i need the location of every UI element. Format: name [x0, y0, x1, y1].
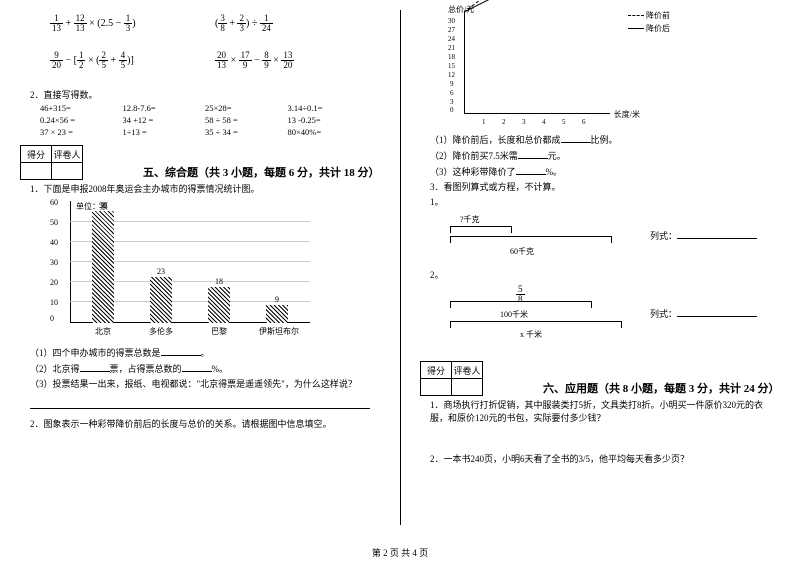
r-q2: （2）降价前买7.5米需元。 [430, 148, 780, 162]
sec5-q1-2: （2）北京得票，占得票总数的%。 [30, 361, 380, 375]
expr-2b: 2013 × 179 − 89 × 1320 [215, 51, 380, 70]
r-q3-2: 2。 [430, 268, 780, 281]
answer-line-1[interactable] [30, 394, 370, 409]
score-table-6: 得分评卷人 [420, 361, 483, 396]
sec5-q1: 1．下面是申报2008年奥运会主办城市的得票情况统计图。 [30, 182, 380, 195]
r-q3-title: 3．看图列算式或方程，不计算。 [430, 180, 780, 193]
expr-1a: 113 + 1213 × (2.5 − 13) [50, 14, 215, 33]
line-chart: 总价/元 长度/米 0 3 6 9 12 15 18 21 24 27 30 1… [450, 8, 610, 128]
bracket-1: ?千克 60千克 [450, 216, 630, 256]
sec5-q1-3: （3）投票结果一出来，报纸、电视都说："北京得票是遥遥领先"，为什么这样说？ [30, 377, 380, 390]
score-table-5: 得分评卷人 [20, 145, 83, 180]
formula-2: 列式： [650, 306, 757, 320]
sec5-q1-1: （1）四个申办城市的得票总数是。 [30, 345, 380, 359]
expr-row-2: 920 − [12 × (25 + 45)] 2013 × 179 − 89 ×… [50, 51, 380, 70]
expr-1b: (38 + 23) ÷ 124 [215, 14, 380, 33]
expr-row-1: 113 + 1213 × (2.5 − 13) (38 + 23) ÷ 124 [50, 14, 380, 33]
r-q3: （3）这种彩带降价了%。 [430, 164, 780, 178]
q2-title: 2．直接写得数。 [30, 88, 380, 101]
bar-chart: 单位：票 0 10 20 30 40 50 60 56 23 18 9 北京 多… [50, 201, 310, 341]
r-q1: （1）降价前后，长度和总价都成比例。 [430, 132, 780, 146]
legend: 降价前 降价后 [628, 10, 670, 36]
calc-grid: 46+315=12.8-7.6=25×28=3.14÷0.1= 0.24×56 … [40, 103, 370, 137]
page-footer: 第 2 页 共 4 页 [0, 546, 800, 559]
bracket-2: 58 100千米 x 千米 [450, 289, 630, 339]
formula-1: 列式： [650, 228, 757, 242]
section5-title: 五、综合题（共 3 小题，每题 6 分，共计 18 分） [143, 164, 380, 180]
section6-title: 六、应用题（共 8 小题，每题 3 分，共计 24 分） [543, 380, 780, 396]
sec6-q1: 1．商场执行打折促销，其中服装类打5折，文具类打8折。小明买一件原价320元的衣… [430, 398, 780, 424]
sec5-q2: 2．图象表示一种彩带降价前后的长度与总价的关系。请根据图中信息填空。 [30, 417, 380, 430]
sec6-q2: 2．一本书240页，小明6天看了全书的3/5，他平均每天看多少页？ [430, 452, 780, 465]
expr-2a: 920 − [12 × (25 + 45)] [50, 51, 215, 70]
r-q3-1: 1。 [430, 195, 780, 208]
